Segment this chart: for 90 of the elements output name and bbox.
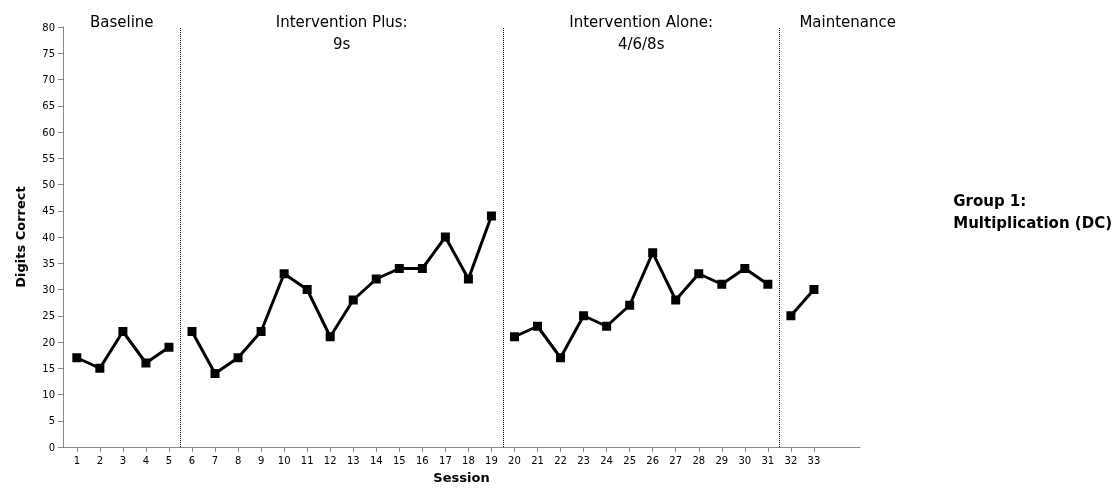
x-tick-label: 15 xyxy=(392,454,406,466)
annotation: Intervention Plus: 9s xyxy=(275,13,408,53)
point xyxy=(463,274,473,284)
point xyxy=(371,274,381,284)
point xyxy=(118,327,128,336)
y-tick-label: 0 xyxy=(48,441,55,453)
y-tick-label: 35 xyxy=(42,257,55,269)
x-tick-label: 33 xyxy=(807,454,821,466)
x-tick-label: 30 xyxy=(738,454,752,466)
point xyxy=(440,232,450,242)
x-tick-label: 3 xyxy=(119,454,127,466)
point xyxy=(763,279,773,289)
y-tick-label: 20 xyxy=(42,336,55,348)
x-tick-label: 2 xyxy=(96,454,104,466)
point xyxy=(602,321,612,331)
point xyxy=(256,327,266,336)
y-tick-label: 50 xyxy=(42,179,55,190)
x-tick-label: 5 xyxy=(165,454,173,466)
y-tick-label: 70 xyxy=(42,74,55,85)
y-tick-label: 55 xyxy=(42,152,55,164)
text: Group 1: Multiplication (DC) xyxy=(953,192,1113,232)
x-tick-label: 29 xyxy=(715,454,729,466)
annotation: Maintenance xyxy=(799,13,896,31)
point xyxy=(717,279,727,289)
y-tick-label: 65 xyxy=(42,100,55,112)
y-tick-label: 75 xyxy=(42,47,55,59)
x-tick-label: 1 xyxy=(73,454,81,466)
x-tick-label: 20 xyxy=(508,454,521,466)
point xyxy=(579,311,589,321)
point xyxy=(556,353,566,363)
y-tick-label: 40 xyxy=(42,231,55,243)
point xyxy=(648,248,658,258)
point xyxy=(348,295,358,305)
x-tick-label: 6 xyxy=(188,454,196,466)
point xyxy=(394,264,404,273)
point xyxy=(509,332,519,342)
y-tick-label: 80 xyxy=(42,21,55,33)
point xyxy=(694,269,704,279)
point xyxy=(325,332,335,342)
x-tick-label: 24 xyxy=(600,454,613,466)
point xyxy=(164,342,174,352)
x-tick-label: 8 xyxy=(234,454,242,466)
x-tick-label: 19 xyxy=(485,454,498,466)
point xyxy=(533,321,543,331)
x-tick-label: 17 xyxy=(439,454,452,466)
point xyxy=(72,353,82,363)
point xyxy=(95,363,105,373)
y-tick-label: 5 xyxy=(48,415,55,427)
y-tick-label: 45 xyxy=(42,205,55,217)
point xyxy=(625,300,635,310)
point xyxy=(786,311,796,321)
x-tick-label: 16 xyxy=(415,454,429,466)
x-tick-label: 21 xyxy=(531,454,544,466)
annotation: Baseline xyxy=(89,13,154,31)
x-tick-label: 11 xyxy=(300,454,314,466)
x-tick-label: 14 xyxy=(369,454,383,466)
x-tick-label: 4 xyxy=(142,454,150,466)
point xyxy=(210,369,220,378)
y-tick-label: 30 xyxy=(42,284,55,295)
x-tick-label: 23 xyxy=(577,454,590,466)
y-axis-title: Digits Correct xyxy=(13,186,28,288)
x-tick-label: 10 xyxy=(277,454,291,466)
point xyxy=(141,358,151,368)
annotation: Intervention Alone: 4/6/8s xyxy=(569,13,714,53)
x-tick-label: 32 xyxy=(784,454,798,466)
x-tick-label: 12 xyxy=(323,454,337,466)
point xyxy=(671,295,681,305)
x-tick-label: 25 xyxy=(623,454,637,466)
x-tick-label: 28 xyxy=(692,454,706,466)
point xyxy=(486,211,496,221)
x-tick-label: 31 xyxy=(761,454,775,466)
point xyxy=(279,269,289,279)
point xyxy=(187,327,197,336)
point xyxy=(233,353,243,363)
y-tick-label: 60 xyxy=(42,126,55,138)
point xyxy=(417,264,427,273)
y-tick-label: 25 xyxy=(42,310,55,322)
x-tick-label: 9 xyxy=(257,454,265,466)
x-tick-label: 18 xyxy=(462,454,475,466)
point xyxy=(302,285,312,294)
point xyxy=(740,264,750,273)
x-axis-title: Session xyxy=(433,470,490,485)
x-tick-label: 7 xyxy=(211,454,219,466)
x-tick-label: 13 xyxy=(346,454,360,466)
x-tick-label: 27 xyxy=(669,454,683,466)
y-tick-label: 15 xyxy=(42,362,55,374)
point xyxy=(809,285,819,294)
y-tick-label: 10 xyxy=(42,389,55,400)
x-tick-label: 22 xyxy=(554,454,567,466)
x-tick-label: 26 xyxy=(646,454,660,466)
